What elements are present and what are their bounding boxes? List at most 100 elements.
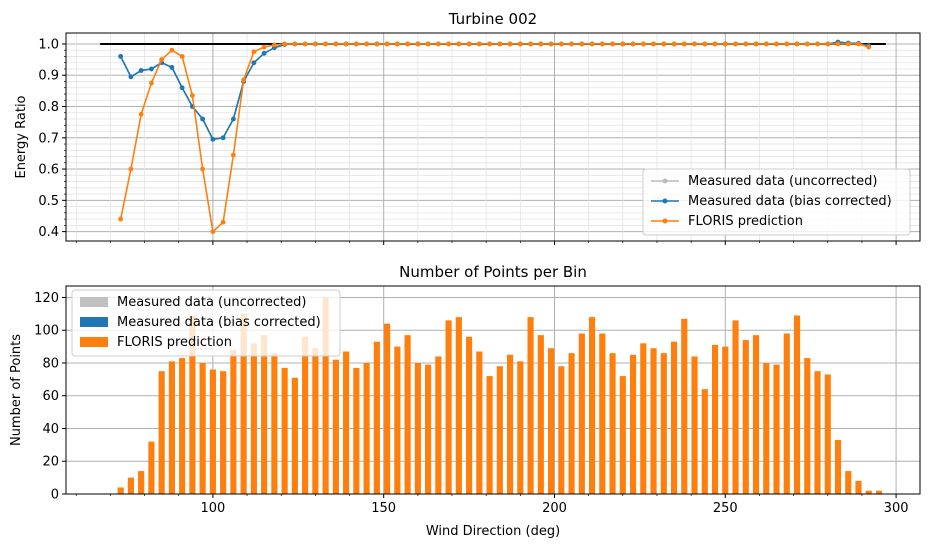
bottom-legend-label-floris: FLORIS prediction (117, 335, 232, 350)
bin-bar (425, 364, 432, 494)
series-point (743, 41, 749, 47)
series-point (394, 41, 400, 47)
bin-bar (701, 389, 708, 494)
bin-bar (681, 318, 688, 494)
series-point (753, 41, 759, 47)
bottom-legend-item-uncorrected: Measured data (uncorrected) (80, 295, 306, 310)
bin-bar (445, 320, 452, 494)
series-point (189, 93, 195, 98)
y-tick-label: 100 (34, 324, 59, 339)
bin-bar (322, 297, 329, 494)
series-point (446, 41, 451, 47)
series-point (220, 219, 226, 225)
bin-bar (875, 490, 883, 494)
series-point (630, 41, 636, 47)
series-point (251, 60, 257, 66)
y-tick-label: 1.0 (38, 37, 59, 52)
bin-bar (127, 477, 134, 494)
top-legend-item-floris: FLORIS prediction (651, 214, 803, 229)
top-axes-frame (65, 32, 921, 242)
series-point (661, 41, 667, 47)
y-tick-label: 0.4 (38, 225, 59, 240)
series-point (548, 41, 554, 47)
top-legend-item-bias-corrected: Measured data (bias corrected) (651, 194, 892, 209)
bin-bar (834, 439, 842, 494)
series-point (589, 41, 595, 47)
series-point (784, 41, 790, 47)
series-point (692, 41, 697, 47)
bin-bar (517, 361, 524, 494)
bin-bar (353, 367, 360, 494)
legend-marker-floris (662, 218, 668, 224)
bin-bar (312, 348, 319, 494)
bar-series-2 (117, 297, 883, 494)
series-point (118, 216, 124, 222)
y-tick-label: 40 (42, 422, 59, 437)
top-legend-label-floris: FLORIS prediction (688, 214, 803, 229)
top-legend: Measured data (uncorrected) Measured dat… (642, 168, 911, 236)
series-point (610, 41, 615, 47)
series-point (302, 41, 308, 47)
bin-bar (752, 335, 760, 494)
bottom-chart-title: Number of Points per Bin (399, 263, 587, 281)
series-point (815, 41, 820, 47)
bottom-y-axis-label: Number of Points (9, 334, 24, 446)
series-point (497, 41, 503, 47)
series-point (128, 74, 134, 80)
series-point (179, 54, 185, 59)
series-point (681, 41, 687, 47)
bottom-legend-frame (71, 289, 341, 357)
bin-bar (363, 362, 370, 494)
bin-bar (476, 351, 483, 494)
series-point (138, 68, 144, 73)
series-point (640, 41, 646, 47)
energy-ratio-subplot: 0.4 0.5 0.6 0.7 0.8 0.9 1.0 Turbine 002 Energy… (14, 10, 921, 245)
bin-bar (158, 371, 165, 494)
series-point (794, 41, 800, 47)
top-chart-title: Turbine 002 (448, 10, 537, 28)
bin-bar (271, 353, 278, 494)
bin-bar (660, 353, 667, 494)
legend-marker-uncorrected (662, 178, 668, 184)
bin-bar (855, 480, 862, 494)
bin-bar (793, 315, 801, 494)
series-point (558, 41, 564, 47)
series-point (620, 41, 626, 47)
series-point (220, 135, 226, 141)
bottom-y-ticks: 0 20 40 60 80 100 120 (34, 291, 66, 503)
bin-bar (332, 359, 339, 494)
bin-bar (670, 341, 678, 494)
bin-bar (732, 320, 739, 494)
bin-bar (302, 336, 309, 494)
series-point (733, 41, 738, 47)
bin-bar (486, 376, 493, 494)
energy-ratio-series (118, 39, 872, 235)
bin-bar (599, 333, 606, 494)
bottom-legend-item-floris: FLORIS prediction (80, 335, 232, 350)
series-point (271, 42, 277, 48)
series-point (333, 41, 339, 47)
bin-bar (414, 362, 421, 494)
series-point (466, 41, 472, 47)
y-tick-label: 20 (42, 455, 59, 470)
bin-bar (455, 317, 462, 494)
bin-bar (650, 348, 657, 494)
top-y-ticks: 0.4 0.5 0.6 0.7 0.8 0.9 1.0 (38, 37, 66, 240)
bin-bar (507, 354, 514, 494)
series-point (425, 41, 431, 47)
bin-bar (527, 317, 534, 494)
series-point (722, 41, 728, 47)
top-legend-label-uncorrected: Measured data (uncorrected) (688, 174, 877, 189)
bin-bar (547, 348, 555, 494)
x-tick-label: 300 (884, 501, 909, 516)
bin-bar (814, 371, 821, 494)
top-x-ticks (75, 241, 897, 245)
bin-bar (537, 335, 544, 494)
series-point (405, 41, 410, 47)
y-tick-label: 0.9 (38, 69, 59, 84)
series-point (261, 44, 267, 50)
bin-bar (629, 354, 637, 494)
series-point (845, 41, 851, 47)
bottom-legend: Measured data (uncorrected) Measured dat… (71, 289, 341, 357)
